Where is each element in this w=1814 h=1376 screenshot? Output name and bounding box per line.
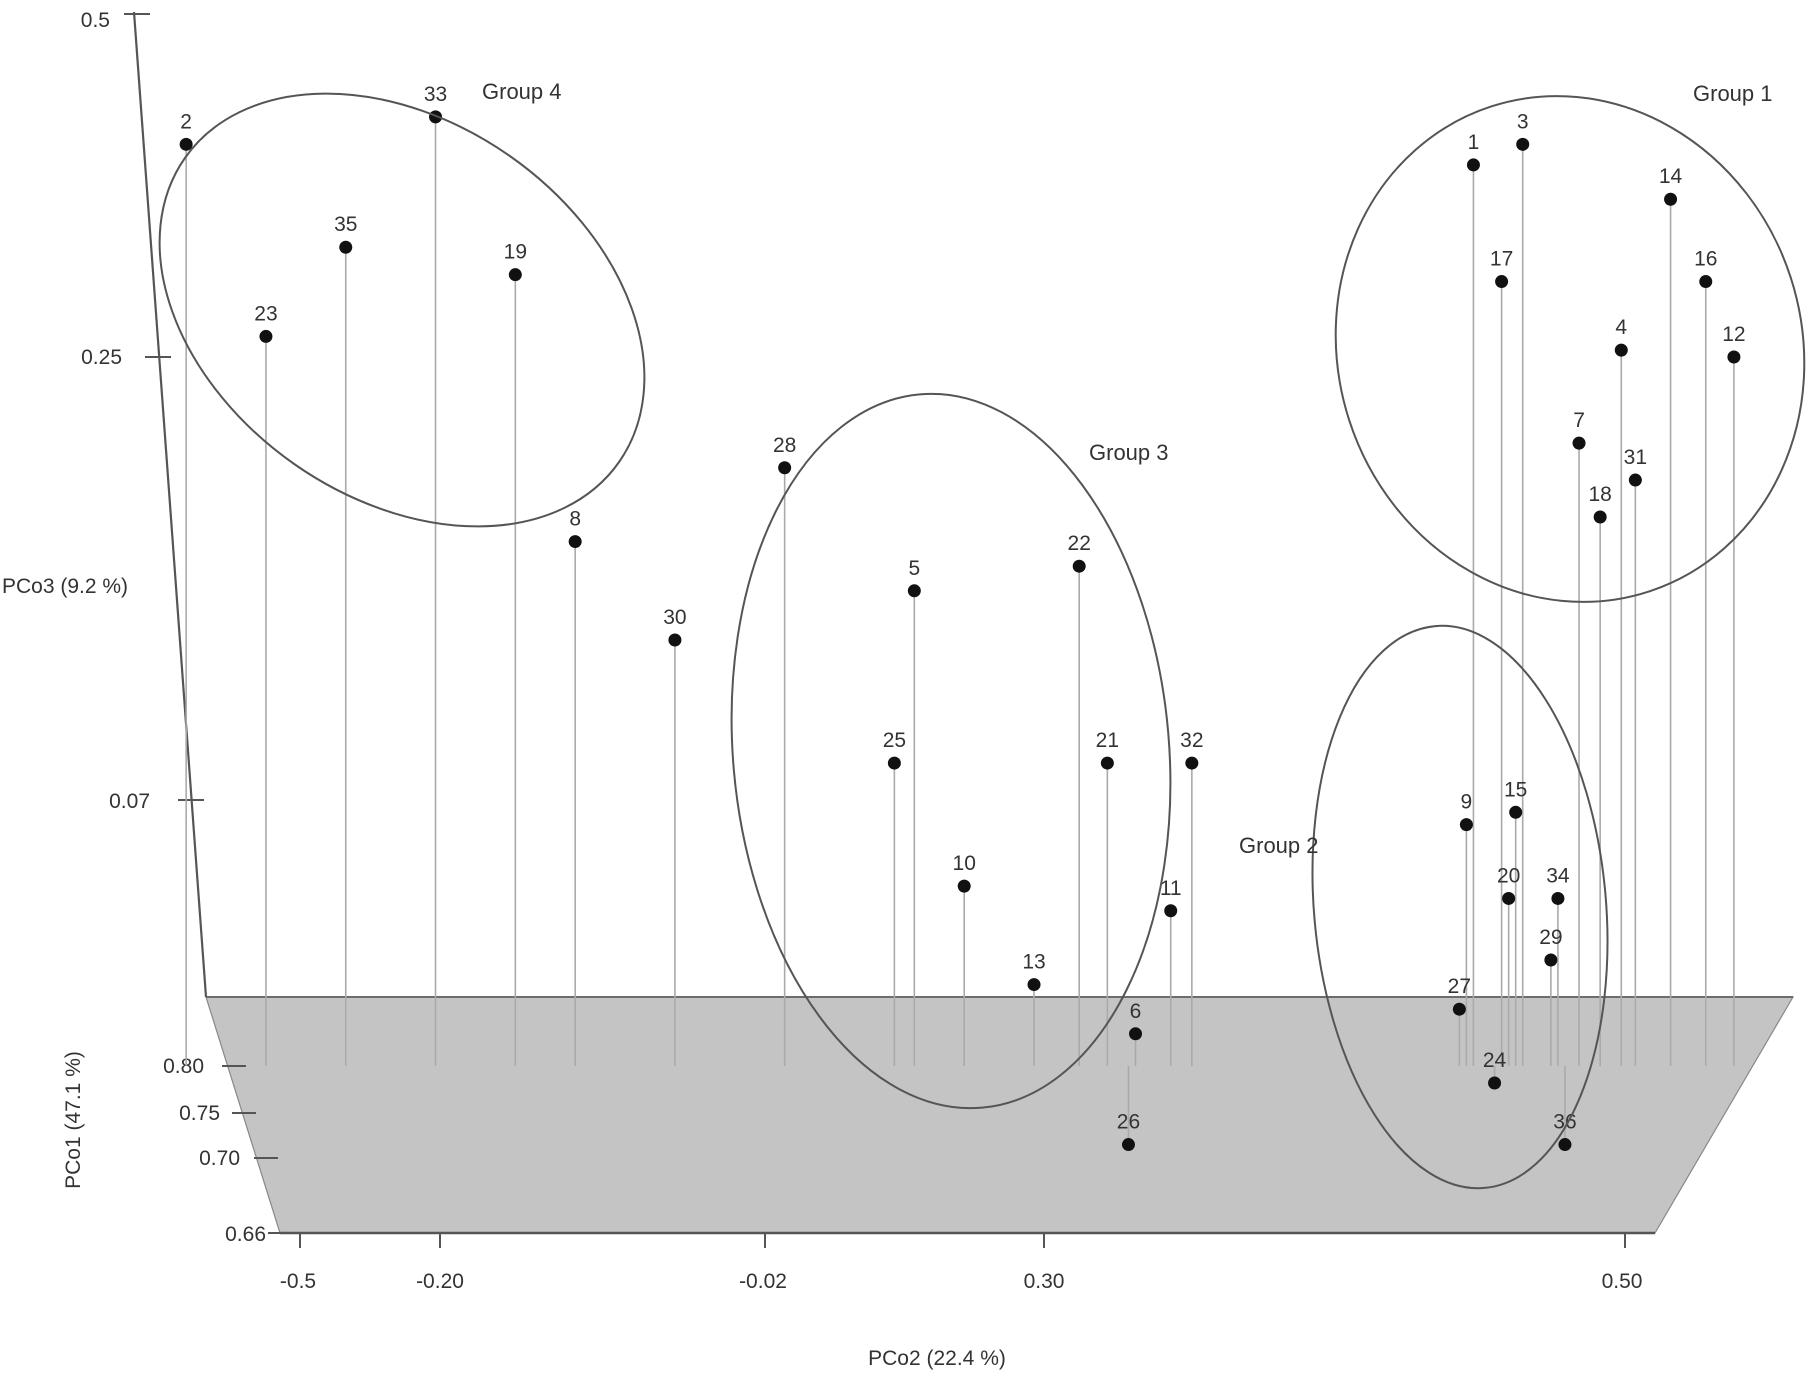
data-point-9 bbox=[1459, 818, 1473, 832]
group-label-3: Group 3 bbox=[1089, 440, 1169, 465]
data-point-16 bbox=[1699, 275, 1713, 289]
pco3-axis-line bbox=[132, 11, 208, 998]
data-point-5 bbox=[907, 584, 921, 598]
point-label-25: 25 bbox=[883, 729, 906, 752]
point-label-2: 2 bbox=[180, 110, 192, 133]
point-label-35: 35 bbox=[334, 213, 357, 236]
data-point-6 bbox=[1129, 1027, 1143, 1041]
data-point-34 bbox=[1551, 891, 1565, 905]
point-label-11: 11 bbox=[1160, 877, 1182, 900]
point-label-29: 29 bbox=[1539, 926, 1562, 949]
data-point-20 bbox=[1502, 891, 1516, 905]
point-label-28: 28 bbox=[773, 434, 796, 457]
point-label-24: 24 bbox=[1483, 1049, 1507, 1072]
point-label-33: 33 bbox=[424, 83, 447, 106]
point-label-20: 20 bbox=[1497, 864, 1520, 887]
point-label-15: 15 bbox=[1504, 778, 1527, 801]
data-point-35 bbox=[339, 240, 353, 254]
point-label-9: 9 bbox=[1461, 791, 1473, 814]
point-label-17: 17 bbox=[1490, 248, 1513, 271]
pco1-tick-label-1: 0.75 bbox=[179, 1102, 220, 1125]
point-label-1: 1 bbox=[1468, 131, 1480, 154]
point-label-23: 23 bbox=[254, 302, 277, 325]
data-point-11 bbox=[1164, 904, 1178, 918]
pco2-tick-label-3: 0.30 bbox=[1024, 1270, 1065, 1293]
pco2-tick-label-0: -0.5 bbox=[280, 1270, 316, 1293]
data-point-8 bbox=[568, 535, 582, 549]
data-point-4 bbox=[1614, 343, 1628, 357]
group-label-1: Group 1 bbox=[1693, 81, 1773, 106]
data-point-25 bbox=[887, 756, 901, 770]
point-label-26: 26 bbox=[1117, 1111, 1140, 1134]
data-point-30 bbox=[668, 633, 682, 647]
point-label-27: 27 bbox=[1448, 975, 1471, 998]
data-point-24 bbox=[1488, 1076, 1502, 1090]
point-label-21: 21 bbox=[1096, 729, 1119, 752]
pco3-tick-label-1: 0.25 bbox=[81, 346, 122, 369]
data-point-12 bbox=[1727, 350, 1741, 364]
data-point-36 bbox=[1558, 1138, 1572, 1152]
point-label-14: 14 bbox=[1659, 165, 1683, 188]
data-point-3 bbox=[1516, 137, 1530, 151]
point-label-10: 10 bbox=[953, 852, 976, 875]
pco1-tick-label-2: 0.70 bbox=[199, 1147, 240, 1170]
data-point-2 bbox=[179, 137, 193, 151]
data-point-21 bbox=[1100, 756, 1114, 770]
point-label-3: 3 bbox=[1517, 110, 1529, 133]
pco1-tick-label-3: 0.66 bbox=[225, 1223, 266, 1246]
data-point-32 bbox=[1185, 756, 1199, 770]
point-label-5: 5 bbox=[908, 557, 920, 580]
pco3-tick-label-0: 0.5 bbox=[81, 9, 110, 32]
data-point-14 bbox=[1664, 192, 1678, 206]
data-point-22 bbox=[1072, 559, 1086, 573]
point-label-13: 13 bbox=[1022, 951, 1045, 974]
point-label-31: 31 bbox=[1624, 446, 1647, 469]
point-label-4: 4 bbox=[1615, 316, 1627, 339]
group-3-ellipse bbox=[730, 392, 1172, 1110]
data-point-28 bbox=[778, 461, 792, 475]
point-label-7: 7 bbox=[1573, 409, 1585, 432]
data-point-18 bbox=[1593, 510, 1607, 524]
data-point-7 bbox=[1572, 436, 1586, 450]
data-point-13 bbox=[1027, 978, 1041, 992]
pco1-tick-label-0: 0.80 bbox=[163, 1055, 204, 1078]
stem-lines bbox=[185, 116, 1735, 1145]
pco3-tick-label-2: 0.07 bbox=[109, 790, 150, 813]
group-1-ellipse bbox=[1334, 95, 1806, 603]
point-label-22: 22 bbox=[1068, 532, 1091, 555]
data-point-27 bbox=[1452, 1002, 1466, 1016]
data-point-19 bbox=[508, 268, 522, 282]
group-4-ellipse bbox=[158, 92, 646, 528]
pco2-tick-label-2: -0.02 bbox=[739, 1270, 787, 1293]
pco2-tick-label-1: -0.20 bbox=[416, 1270, 464, 1293]
point-label-30: 30 bbox=[663, 606, 686, 629]
pco2-axis-label: PCo2 (22.4 %) bbox=[868, 1347, 1006, 1370]
point-labels: 2233533198302825510132221266113227924201… bbox=[180, 83, 1745, 1134]
point-label-18: 18 bbox=[1588, 483, 1611, 506]
data-point-10 bbox=[957, 879, 971, 893]
pco2-tick-label-4: 0.50 bbox=[1602, 1270, 1643, 1293]
group-2-ellipse bbox=[1311, 624, 1609, 1190]
group-label-4: Group 4 bbox=[482, 79, 562, 104]
data-point-17 bbox=[1495, 275, 1509, 289]
point-label-32: 32 bbox=[1180, 729, 1203, 752]
point-label-19: 19 bbox=[504, 241, 527, 264]
pco3-axis-label: PCo3 (9.2 %) bbox=[2, 575, 128, 598]
point-label-6: 6 bbox=[1130, 1000, 1142, 1023]
point-label-16: 16 bbox=[1694, 248, 1717, 271]
pco1-axis-label: PCo1 (47.1 %) bbox=[62, 1051, 85, 1189]
data-point-29 bbox=[1544, 953, 1558, 967]
point-label-34: 34 bbox=[1546, 864, 1570, 887]
group-label-2: Group 2 bbox=[1239, 833, 1319, 858]
data-point-31 bbox=[1628, 473, 1642, 487]
data-point-1 bbox=[1466, 158, 1480, 172]
data-point-15 bbox=[1509, 805, 1523, 819]
data-point-23 bbox=[259, 329, 273, 343]
data-point-26 bbox=[1121, 1138, 1135, 1152]
data-points bbox=[179, 110, 1741, 1152]
point-label-8: 8 bbox=[569, 508, 581, 531]
point-label-12: 12 bbox=[1722, 323, 1745, 346]
